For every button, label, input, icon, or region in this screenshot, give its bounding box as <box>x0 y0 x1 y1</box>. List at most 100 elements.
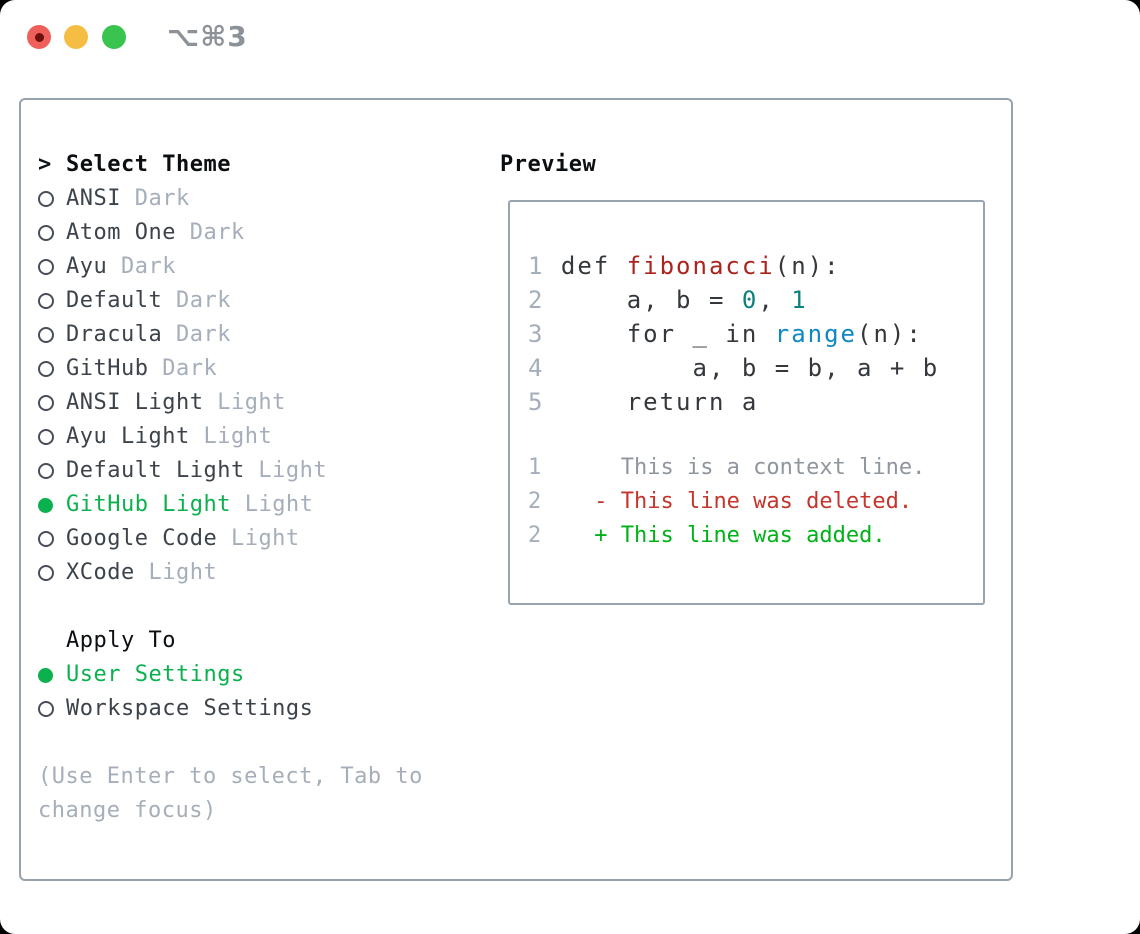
theme-list: ANSI Dark Atom One Dark Ayu Dark Default Da… <box>38 182 458 590</box>
option-variant-label: Dark <box>120 186 190 211</box>
apply-option-user-settings[interactable]: User Settings <box>38 658 458 692</box>
option-variant-label: Light <box>230 492 314 517</box>
hint-text: (Use Enter to select, Tab to change focu… <box>38 764 423 823</box>
code-token: 1 <box>791 286 808 314</box>
theme-list-column: > Select Theme ANSI Dark Atom One Dark Ayu… <box>38 148 458 879</box>
radio-icon <box>38 191 54 207</box>
option-variant-label: Light <box>203 390 286 415</box>
keyboard-shortcut-label: ⌥⌘3 <box>167 20 248 53</box>
radio-selected-icon <box>38 667 53 683</box>
theme-option-google-code[interactable]: Google Code Light <box>38 522 458 556</box>
theme-option-dracula[interactable]: Dracula Dark <box>38 318 458 352</box>
theme-option-ayu-light[interactable]: Ayu Light Light <box>38 420 458 454</box>
code-token: + This line was added. <box>554 523 886 548</box>
radio-icon <box>38 327 54 343</box>
radio-icon <box>38 395 54 411</box>
radio-icon <box>38 429 54 445</box>
option-variant-label: Light <box>134 560 218 585</box>
code-token: a, b = <box>560 286 742 314</box>
radio-icon <box>38 225 54 241</box>
theme-option-github[interactable]: GitHub Dark <box>38 352 458 386</box>
option-label: ANSI <box>66 186 121 211</box>
radio-icon <box>38 463 54 479</box>
close-dot-icon <box>34 32 44 42</box>
option-label: Ayu Light <box>66 424 190 449</box>
line-number: 1 <box>528 252 561 280</box>
apply-option-workspace-settings[interactable]: Workspace Settings <box>38 692 458 726</box>
code-token: This is a context line. <box>554 455 926 480</box>
theme-option-atom-one[interactable]: Atom One Dark <box>38 216 458 250</box>
apply-to-header: Apply To <box>38 624 458 658</box>
code-line: 1 This is a context line. <box>528 451 983 485</box>
theme-option-default[interactable]: Default Dark <box>38 284 458 318</box>
code-token: a, b = b, a + b <box>560 354 940 382</box>
option-variant-label: Dark <box>107 254 176 279</box>
code-line: 2 + This line was added. <box>528 519 983 553</box>
diff-preview: 1 This is a context line. 2 - This line w… <box>528 451 983 553</box>
zoom-button[interactable] <box>102 25 126 49</box>
option-variant-label: Dark <box>148 356 218 381</box>
line-number: 5 <box>528 388 561 416</box>
theme-selector-panel: > Select Theme ANSI Dark Atom One Dark Ayu… <box>19 98 1013 881</box>
radio-icon <box>38 361 54 377</box>
line-number: 3 <box>528 320 561 348</box>
radio-icon <box>38 293 54 309</box>
preview-title: Preview <box>500 152 597 177</box>
line-number: 2 <box>528 523 555 548</box>
code-token: def <box>560 252 627 280</box>
theme-option-github-light[interactable]: GitHub Light Light <box>38 488 458 522</box>
line-number: 2 <box>528 286 561 314</box>
radio-icon <box>38 531 54 547</box>
option-label: Default <box>66 288 163 313</box>
radio-icon <box>38 701 54 717</box>
option-label: User Settings <box>66 662 245 687</box>
option-label: GitHub Light <box>66 492 231 517</box>
code-token: - This line was deleted. <box>554 489 913 514</box>
preview-header: Preview <box>500 148 985 182</box>
titlebar: ⌥⌘3 <box>0 0 1140 72</box>
option-label: Atom One <box>66 220 176 245</box>
option-variant-label: Dark <box>162 288 231 313</box>
apply-to-options: User Settings Workspace Settings <box>38 658 458 726</box>
radio-icon <box>38 565 54 581</box>
option-variant-label: Dark <box>162 322 231 347</box>
code-token: 0 <box>741 286 759 314</box>
radio-icon <box>38 259 54 275</box>
theme-option-default-light[interactable]: Default Light Light <box>38 454 458 488</box>
option-label: XCode <box>66 560 135 585</box>
spacer <box>38 590 458 624</box>
close-button[interactable] <box>27 25 51 49</box>
theme-option-ansi[interactable]: ANSI Dark <box>38 182 458 216</box>
code-line: 3 for _ in range(n): <box>528 317 983 351</box>
theme-option-xcode[interactable]: XCode Light <box>38 556 458 590</box>
theme-option-ansi-light[interactable]: ANSI Light Light <box>38 386 458 420</box>
option-label: ANSI Light <box>66 390 204 415</box>
code-token: for _ in <box>560 320 775 348</box>
prompt-caret-icon: > <box>38 152 52 177</box>
code-token: , <box>758 286 792 314</box>
line-number: 4 <box>528 354 561 382</box>
minimize-button[interactable] <box>64 25 88 49</box>
code-token: return a <box>560 388 759 416</box>
code-token: (n): <box>774 252 841 280</box>
code-token: fibonacci <box>626 252 775 280</box>
option-label: Google Code <box>66 526 218 551</box>
option-variant-label: Light <box>217 526 300 551</box>
code-line: 2 a, b = 0, 1 <box>528 283 983 317</box>
option-variant-label: Light <box>189 424 273 449</box>
radio-selected-icon <box>38 497 53 513</box>
select-theme-title: Select Theme <box>66 152 231 177</box>
preview-column: Preview 1 def fibonacci(n): 2 a, b = 0, 1… <box>500 148 985 879</box>
option-label: Ayu <box>66 254 108 279</box>
line-number: 2 <box>528 489 555 514</box>
option-variant-label: Light <box>244 458 328 483</box>
option-label: Dracula <box>66 322 163 347</box>
code-token: (n): <box>857 320 923 348</box>
theme-option-ayu[interactable]: Ayu Dark <box>38 250 458 284</box>
line-number: 1 <box>528 455 555 480</box>
option-label: Workspace Settings <box>66 696 314 721</box>
code-token: range <box>774 320 857 348</box>
option-variant-label: Dark <box>175 220 245 245</box>
